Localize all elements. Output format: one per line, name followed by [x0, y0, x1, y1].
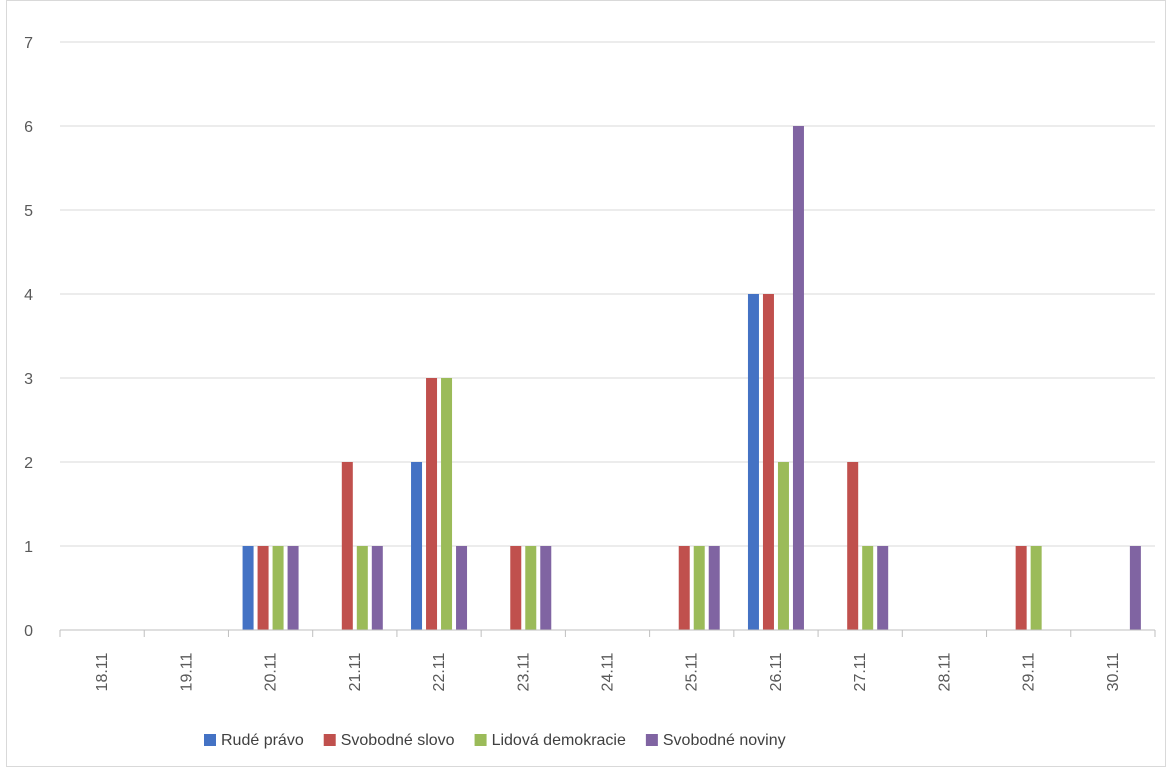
y-axis: 0 1 2 3 4 5 6 7 — [24, 35, 33, 640]
bar — [678, 546, 690, 630]
bar — [510, 546, 522, 630]
bar — [426, 378, 438, 630]
y-tick-label: 3 — [24, 371, 33, 388]
bar — [747, 294, 759, 630]
legend-swatch — [204, 734, 216, 746]
bar — [1030, 546, 1042, 630]
bar — [411, 462, 423, 630]
bar — [862, 546, 874, 630]
legend-label: Svobodné noviny — [663, 732, 786, 749]
x-tick-label: 25.11 — [684, 652, 701, 691]
x-tick-label: 26.11 — [768, 652, 785, 691]
x-tick-label: 22.11 — [431, 652, 448, 691]
bar — [877, 546, 889, 630]
bar — [456, 546, 468, 630]
chart-frame — [6, 0, 1166, 767]
bar — [762, 294, 774, 630]
legend-label: Lidová demokracie — [492, 732, 626, 749]
bar — [287, 546, 299, 630]
bar — [525, 546, 537, 630]
bar — [1129, 546, 1141, 630]
bar — [257, 546, 269, 630]
y-tick-label: 0 — [24, 623, 33, 640]
y-tick-label: 2 — [24, 455, 33, 472]
x-tick-label: 28.11 — [936, 652, 953, 691]
gridlines — [60, 41, 1155, 547]
bar — [441, 378, 453, 630]
bar — [847, 462, 859, 630]
x-tick-label: 29.11 — [1021, 652, 1038, 691]
y-tick-label: 7 — [24, 35, 33, 52]
x-axis: 18.11 19.11 20.11 21.11 22.11 23.11 24.11 25.11… — [59, 629, 1156, 691]
x-tick-label: 19.11 — [178, 652, 195, 691]
y-tick-label: 6 — [24, 119, 33, 136]
legend-swatch — [323, 734, 336, 746]
x-tick-label: 18.11 — [94, 652, 111, 691]
legend-label: Svobodné slovo — [341, 732, 455, 749]
bar — [540, 546, 552, 630]
x-tick-label: 27.11 — [852, 652, 869, 691]
x-tick-label: 24.11 — [600, 652, 617, 691]
x-tick-label: 23.11 — [515, 652, 532, 691]
legend-label: Rudé právo — [221, 732, 304, 749]
bar — [792, 126, 804, 630]
bar — [272, 546, 284, 630]
x-tick-label: 21.11 — [347, 652, 364, 691]
bar — [371, 546, 383, 630]
x-tick-label: 30.11 — [1105, 652, 1122, 691]
bar — [693, 546, 705, 630]
y-tick-label: 4 — [24, 287, 33, 304]
bar — [708, 546, 720, 630]
bars — [242, 126, 1141, 630]
legend-swatch — [645, 734, 658, 746]
bar — [1015, 546, 1027, 630]
legend-swatch — [474, 734, 487, 746]
y-tick-label: 5 — [24, 203, 33, 220]
bar — [356, 546, 368, 630]
y-tick-label: 1 — [24, 539, 33, 556]
bar — [341, 462, 353, 630]
x-tick-label: 20.11 — [263, 652, 280, 691]
bar — [777, 462, 789, 630]
bar — [242, 546, 254, 630]
legend: Rudé právo Svobodné slovo Lidová demokraci… — [204, 732, 786, 749]
